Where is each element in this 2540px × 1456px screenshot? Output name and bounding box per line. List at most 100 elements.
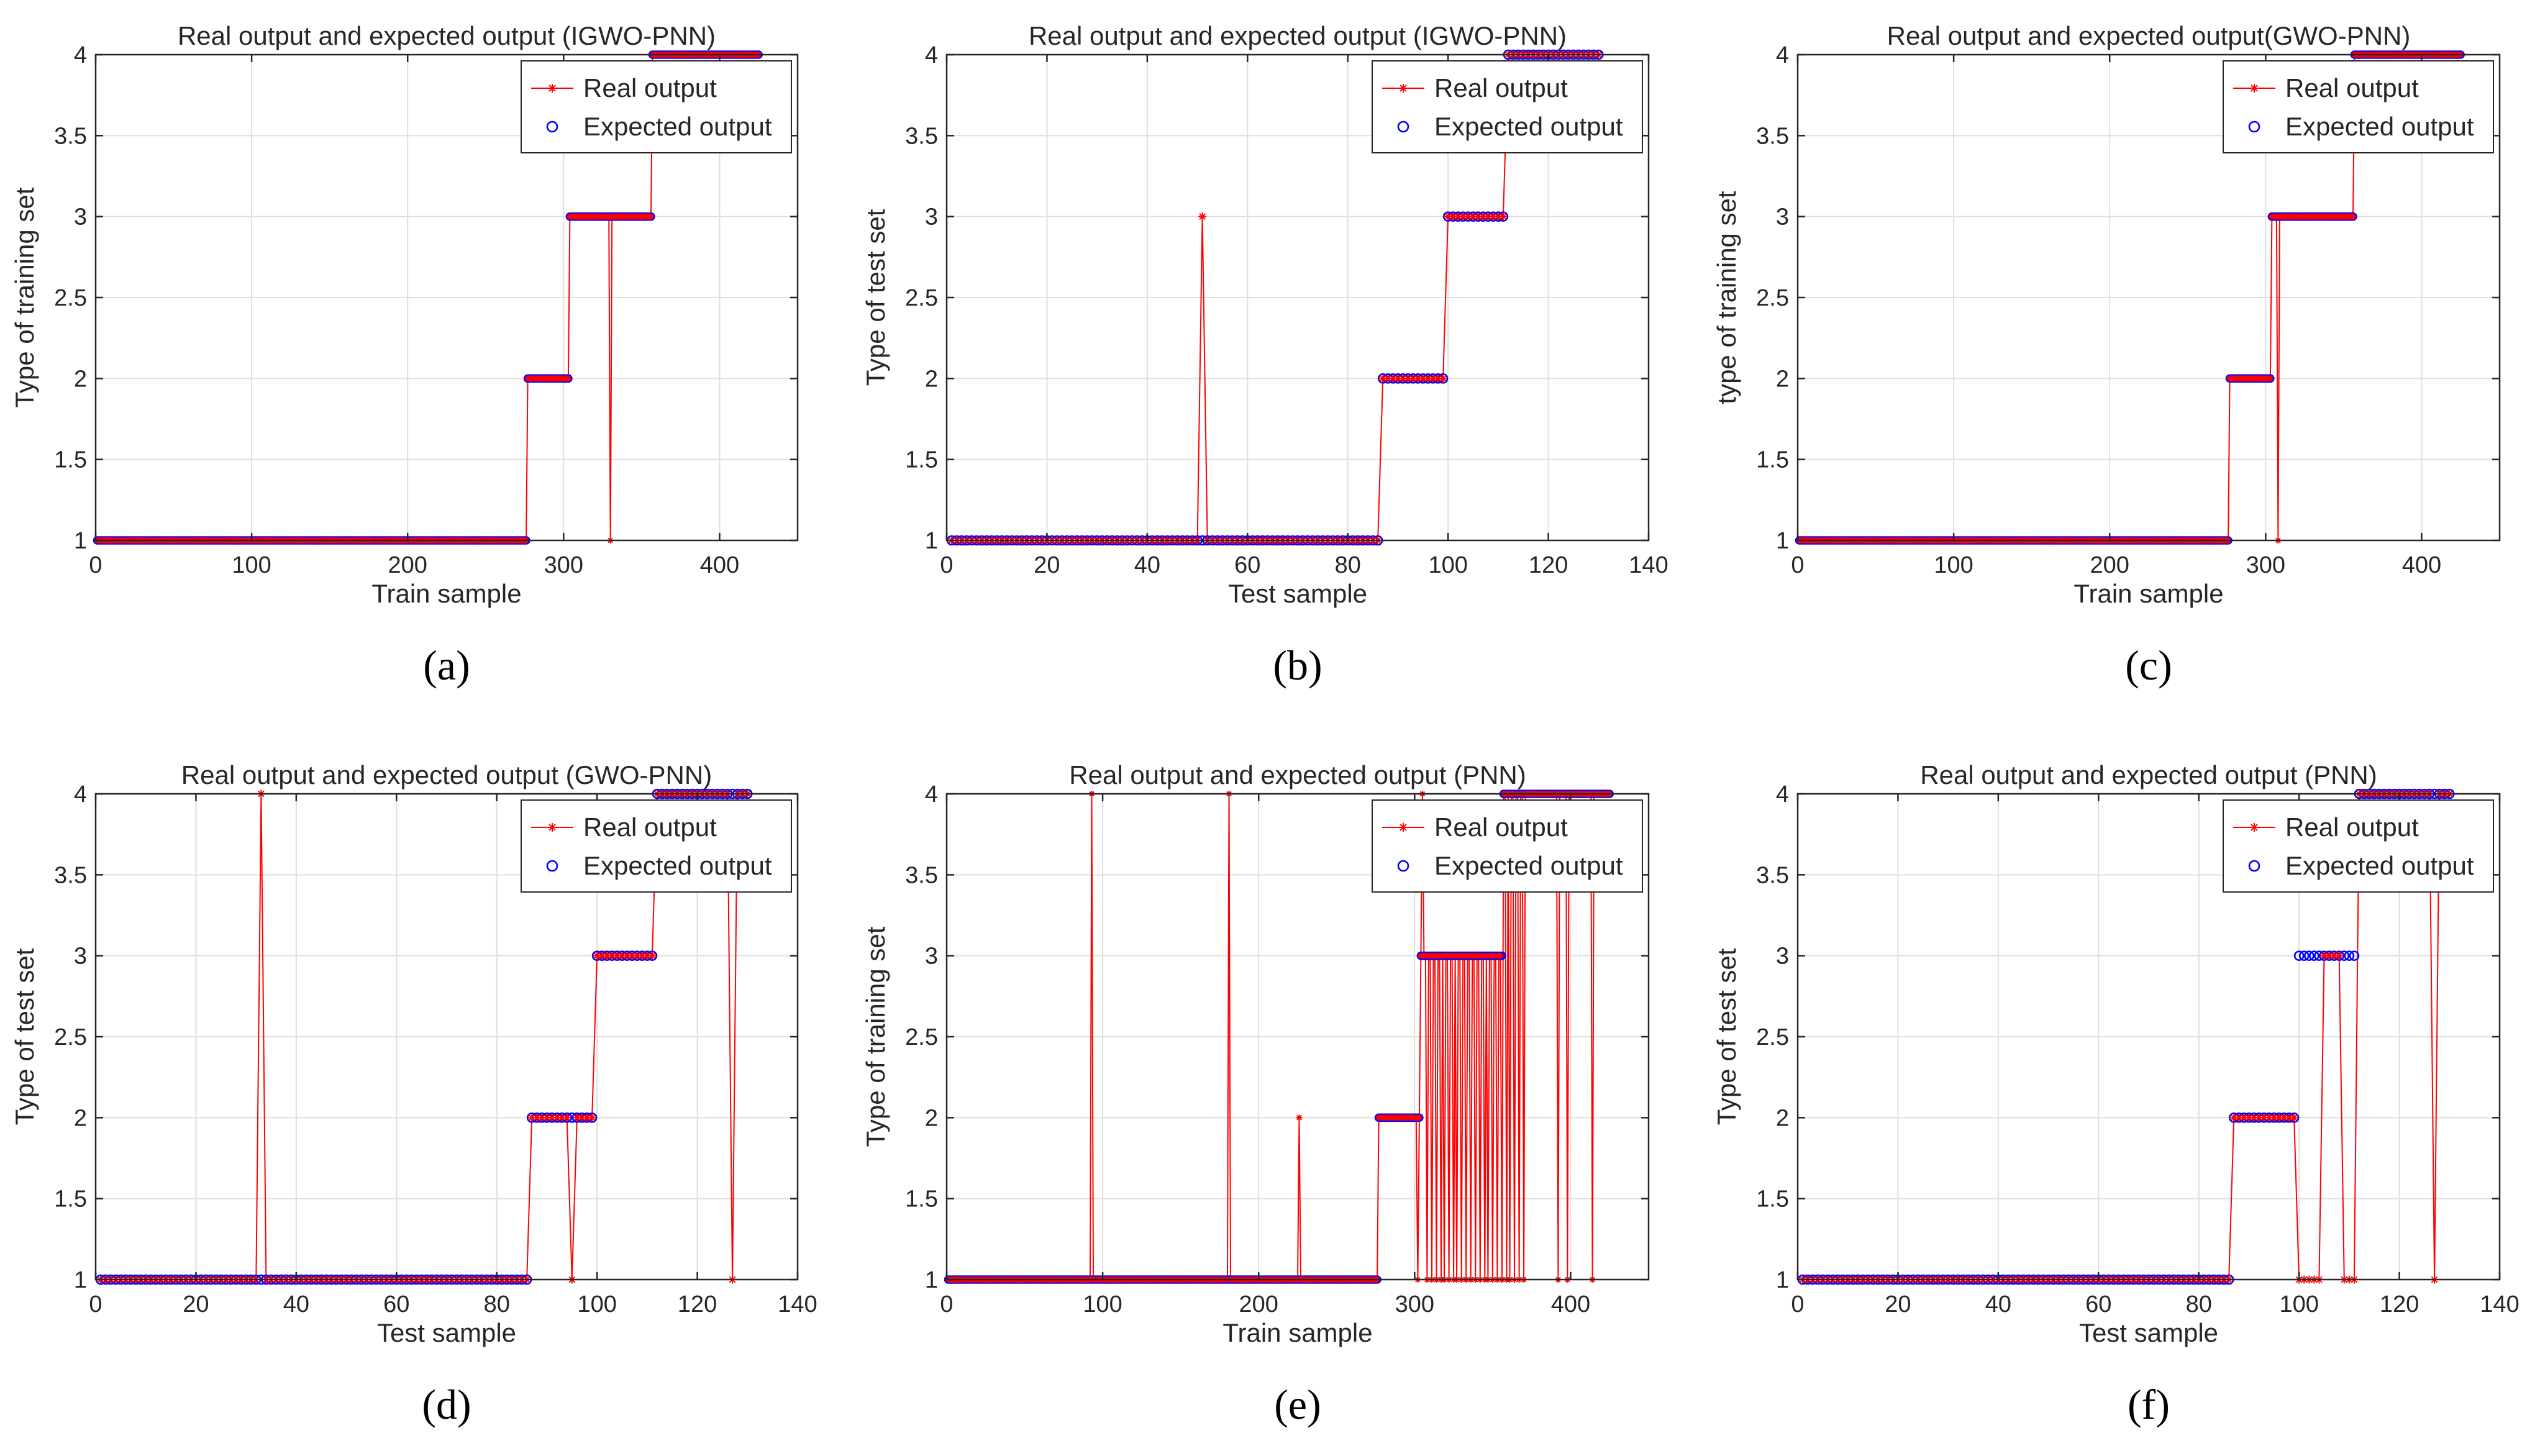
- real-point: [593, 952, 601, 960]
- real-point: [1424, 374, 1432, 383]
- real-point: [603, 952, 611, 960]
- real-point: [2330, 952, 2339, 960]
- real-point: [1489, 212, 1498, 221]
- real-point: [1414, 374, 1422, 383]
- x-tick-label: 100: [1083, 1291, 1122, 1317]
- real-point: [1439, 952, 1446, 959]
- legend-real-marker: [1399, 84, 1408, 93]
- x-axis-label: Train sample: [371, 579, 521, 608]
- real-point: [1388, 374, 1397, 383]
- legend-real-marker: [2250, 823, 2259, 832]
- real-point: [1429, 374, 1437, 383]
- x-axis-label: Train sample: [1222, 1318, 1372, 1347]
- expected-point: [2293, 950, 2305, 961]
- y-axis-label: Type of test set: [861, 209, 890, 386]
- x-tick-label: 0: [89, 1291, 102, 1317]
- y-tick-label: 1: [1776, 1267, 1789, 1293]
- legend-real-marker: [548, 84, 557, 93]
- y-tick-label: 1.5: [54, 1186, 87, 1213]
- real-point: [2273, 213, 2280, 220]
- chart-title: Real output and expected output (PNN): [1920, 760, 2377, 789]
- expected-point: [2309, 950, 2319, 961]
- x-tick-label: 60: [2085, 1291, 2111, 1317]
- real-point: [1452, 952, 1459, 959]
- real-point: [1474, 212, 1483, 221]
- real-point: [563, 1113, 571, 1122]
- chart-title: Real output and expected output (IGWO-PN…: [178, 21, 716, 50]
- chart-panel-a: 0 100 200 300 400 1 1.5 2 2.5 3 3.5 4 Real output an…: [10, 21, 799, 689]
- real-point: [1449, 212, 1457, 221]
- y-tick-label: 4: [74, 781, 87, 808]
- real-point: [1470, 952, 1477, 959]
- real-point: [2290, 1113, 2298, 1122]
- y-tick-label: 1.5: [1756, 447, 1789, 473]
- real-point: [558, 1113, 567, 1122]
- y-axis-label: Type of test set: [10, 948, 39, 1125]
- x-tick-label: 100: [1934, 552, 1973, 578]
- x-tick-label: 80: [2186, 1291, 2212, 1317]
- real-point: [527, 1113, 536, 1122]
- real-point: [1488, 952, 1495, 959]
- x-tick-label: 120: [2380, 1291, 2419, 1317]
- real-point: [1449, 952, 1455, 959]
- legend-real-label: Real output: [2285, 73, 2419, 102]
- x-tick-label: 60: [383, 1291, 409, 1317]
- y-tick-label: 3: [925, 204, 938, 230]
- x-tick-label: 100: [2279, 1291, 2318, 1317]
- y-tick-label: 2: [74, 1105, 87, 1131]
- x-tick-label: 80: [484, 1291, 510, 1317]
- legend: Real output Expected output: [521, 799, 792, 893]
- expected-point: [2303, 950, 2315, 961]
- x-tick-label: 100: [232, 552, 271, 578]
- real-point: [2267, 375, 2274, 382]
- real-point: [1497, 952, 1504, 959]
- x-tick-label: 20: [183, 1291, 209, 1317]
- legend-expected-marker: [546, 121, 558, 133]
- real-point: [2325, 952, 2334, 960]
- y-tick-label: 2.5: [1756, 285, 1789, 311]
- real-point: [2270, 1113, 2278, 1122]
- x-tick-label: 120: [1529, 552, 1568, 578]
- chart-title: Real output and expected output(GWO-PNN): [1887, 21, 2411, 50]
- real-point: [643, 952, 652, 960]
- real-point: [2255, 1113, 2264, 1122]
- legend-expected-label: Expected output: [2285, 112, 2474, 141]
- legend-expected-label: Expected output: [2285, 851, 2474, 880]
- x-tick-label: 120: [678, 1291, 717, 1317]
- legend-real-label: Real output: [1434, 73, 1568, 102]
- panel-label: (d): [422, 1381, 471, 1428]
- real-point: [1198, 212, 1207, 221]
- real-point: [2280, 1113, 2288, 1122]
- legend-expected-label: Expected output: [1434, 851, 1623, 880]
- real-point: [1383, 374, 1392, 383]
- real-point: [1378, 374, 1387, 383]
- real-point: [633, 952, 642, 960]
- x-tick-label: 200: [388, 552, 427, 578]
- y-tick-label: 2.5: [1756, 1024, 1789, 1050]
- real-point: [1436, 952, 1443, 959]
- y-axis-label: type of training set: [1712, 191, 1741, 404]
- real-point: [612, 952, 621, 960]
- real-point: [578, 1113, 586, 1122]
- real-point: [1399, 374, 1407, 383]
- real-point: [1439, 374, 1447, 383]
- y-tick-label: 3: [1776, 944, 1789, 970]
- legend-real-label: Real output: [2285, 812, 2419, 842]
- real-point: [1466, 952, 1473, 959]
- real-point: [628, 952, 637, 960]
- real-point: [1457, 952, 1463, 959]
- real-point: [2335, 952, 2344, 960]
- legend-expected-marker: [1397, 860, 1409, 872]
- y-axis-label: Type of training set: [10, 187, 39, 407]
- legend: Real output Expected output: [2223, 60, 2494, 153]
- x-tick-label: 20: [1034, 552, 1060, 578]
- legend-expected-label: Expected output: [1434, 112, 1623, 141]
- legend-real-label: Real output: [583, 73, 717, 102]
- y-tick-label: 2.5: [905, 1024, 938, 1050]
- x-axis-label: Test sample: [1228, 579, 1367, 608]
- x-tick-label: 300: [1395, 1291, 1434, 1317]
- legend-box: [2223, 799, 2494, 893]
- real-point: [565, 375, 571, 382]
- legend-expected-marker: [2248, 121, 2260, 133]
- x-tick-label: 20: [1885, 1291, 1911, 1317]
